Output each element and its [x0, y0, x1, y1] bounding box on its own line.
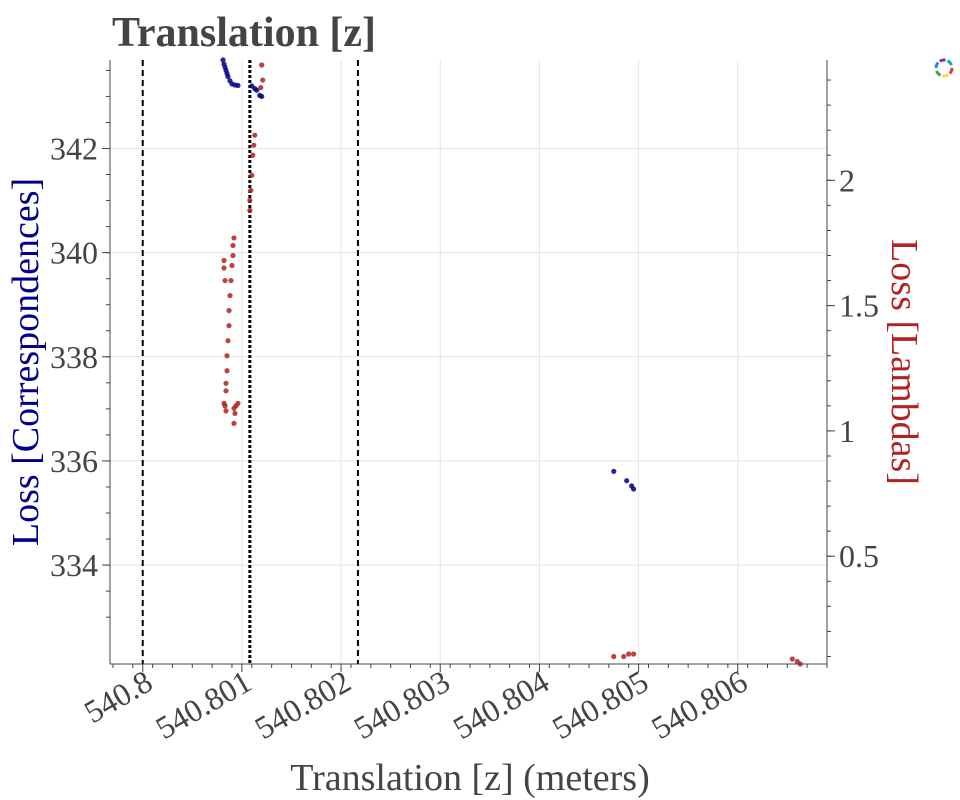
lambda-point [231, 420, 237, 427]
x-tick-label: 540.806 [645, 663, 753, 746]
correspondence-point [254, 87, 260, 93]
lambda-point [611, 653, 617, 660]
y-right-axis-label: Loss [Lambdas] [883, 239, 925, 485]
lambda-point [230, 252, 236, 259]
lambda-point [222, 403, 228, 409]
lambda-point [626, 651, 632, 657]
lambda-point [221, 265, 227, 271]
lambda-point [223, 388, 229, 394]
x-tick-label: 540.805 [546, 663, 654, 746]
correspondence-point [220, 57, 226, 63]
lambda-point [226, 308, 232, 314]
lambda-point [252, 132, 258, 138]
lambda-point [249, 172, 255, 178]
y-right-tick-label: 1 [839, 413, 855, 449]
correspondence-point [235, 82, 241, 89]
lambda-point [229, 262, 235, 269]
correspondence-point [611, 468, 617, 474]
lambda-point [223, 408, 229, 414]
y-left-tick-label: 342 [50, 131, 98, 167]
lambda-point [248, 187, 254, 193]
lambda-point [260, 77, 266, 83]
x-axis-label: Translation [z] (meters) [290, 757, 650, 799]
lambda-point [259, 62, 265, 68]
lambda-point [235, 400, 241, 406]
lambda-point [227, 292, 233, 299]
y-left-tick-label: 334 [50, 547, 98, 583]
y-left-tick-label: 336 [50, 443, 98, 479]
correspondence-point [225, 74, 231, 80]
lambda-point [231, 235, 237, 241]
lambda-point [222, 277, 228, 284]
x-tick-label: 540.802 [248, 663, 356, 746]
lambda-point [224, 353, 230, 359]
y-right-tick-label: 0.5 [839, 538, 879, 574]
x-tick-label: 540.8 [78, 663, 158, 730]
lambda-point [251, 142, 257, 148]
grid [110, 60, 827, 664]
lambda-point [224, 368, 230, 374]
lambda-point [621, 653, 627, 660]
chart-title: Translation [z] [112, 10, 376, 56]
x-tick-label: 540.801 [149, 663, 257, 746]
y-right-tick-label: 2 [839, 162, 855, 198]
x-tick-label: 540.803 [348, 663, 456, 746]
lambda-point [232, 410, 238, 416]
lambda-point [226, 323, 232, 329]
y-left-axis-label: Loss [Correspondences] [5, 178, 47, 546]
x-tick-label: 540.804 [447, 663, 555, 746]
plot-area [110, 60, 827, 664]
lambda-point [789, 656, 795, 662]
y-right-tick-label: 1.5 [839, 288, 879, 324]
lambda-point [225, 338, 231, 344]
lambda-point [230, 242, 236, 249]
lambda-point [247, 207, 253, 213]
data-points [220, 57, 803, 667]
lambda-point [247, 197, 253, 203]
correspondence-point [624, 478, 630, 484]
reference-lines [141, 60, 359, 664]
lambda-point [223, 380, 229, 386]
lambda-point [258, 84, 264, 91]
lambda-point [228, 277, 234, 284]
correspondence-point [631, 486, 637, 492]
lambda-point [250, 152, 256, 158]
y-left-tick-label: 340 [50, 235, 98, 271]
lambda-point [221, 257, 227, 264]
toolbar-logo-icon[interactable] [934, 58, 954, 78]
y-left-tick-label: 338 [50, 339, 98, 375]
lambda-point [631, 651, 637, 657]
correspondence-point [259, 93, 265, 100]
